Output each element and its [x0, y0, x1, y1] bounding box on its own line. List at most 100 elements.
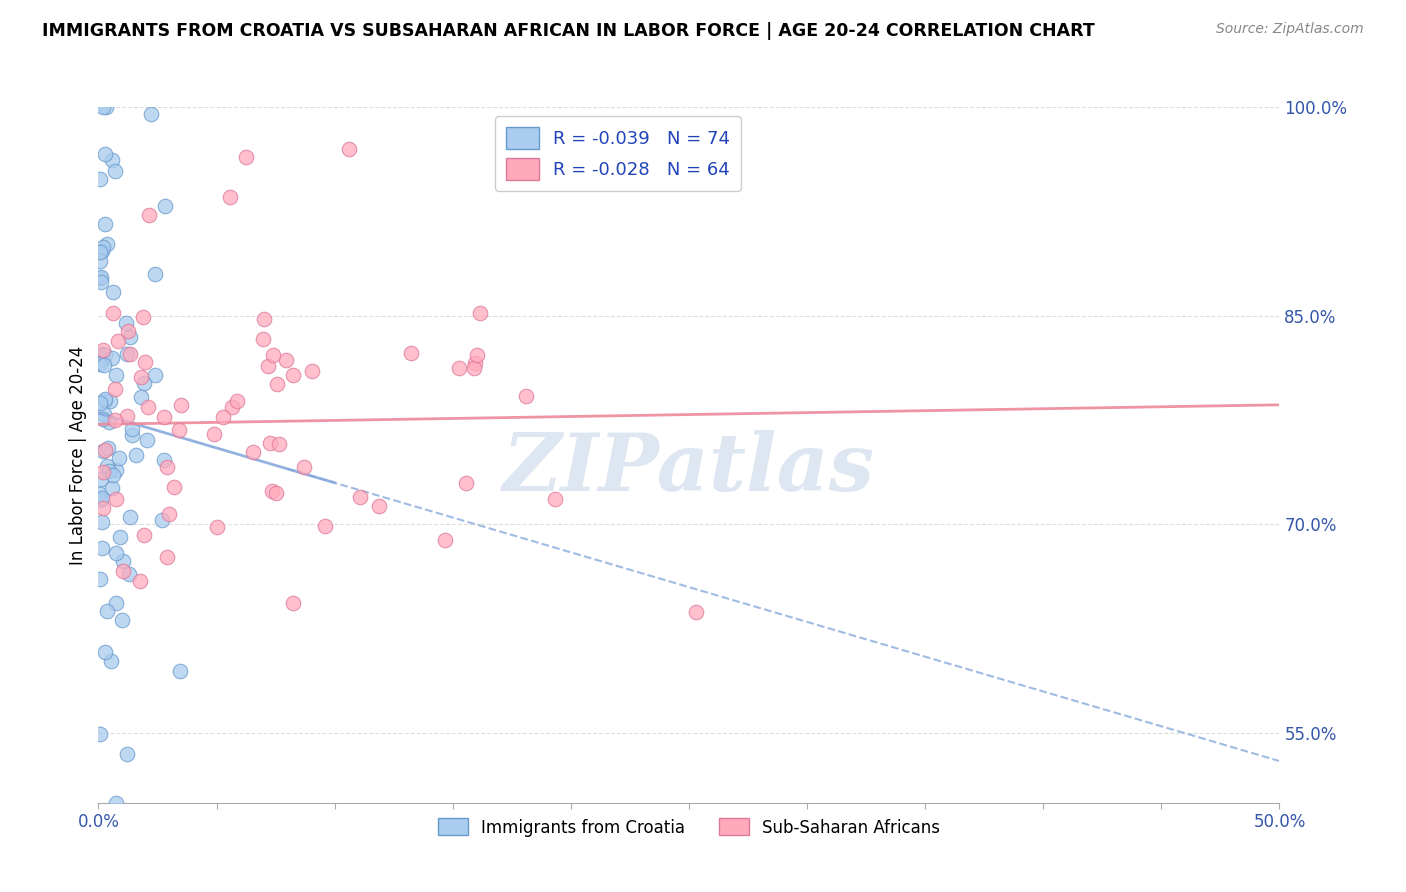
- Point: [89, 172, 111, 186]
- Point: [94, 644, 117, 658]
- Point: [104, 412, 127, 426]
- Point: [93, 407, 115, 421]
- Point: [117, 409, 139, 423]
- Point: [242, 445, 264, 459]
- Point: [104, 596, 127, 610]
- Point: [89, 357, 111, 371]
- Text: Source: ZipAtlas.com: Source: ZipAtlas.com: [1216, 22, 1364, 37]
- Point: [118, 567, 141, 582]
- Point: [91, 500, 114, 515]
- Point: [260, 484, 283, 499]
- Point: [93, 358, 115, 372]
- Point: [91, 100, 114, 114]
- Point: [136, 400, 159, 414]
- Point: [101, 153, 124, 168]
- Point: [138, 208, 160, 222]
- Point: [349, 490, 371, 504]
- Point: [368, 499, 391, 513]
- Point: [103, 382, 125, 396]
- Point: [169, 423, 191, 437]
- Point: [100, 654, 122, 668]
- Point: [685, 605, 707, 619]
- Legend: Immigrants from Croatia, Sub-Saharan Africans: Immigrants from Croatia, Sub-Saharan Afr…: [432, 812, 946, 843]
- Point: [101, 351, 124, 365]
- Point: [101, 481, 124, 495]
- Point: [219, 189, 242, 203]
- Point: [264, 485, 287, 500]
- Point: [112, 554, 135, 568]
- Point: [252, 332, 274, 346]
- Point: [101, 306, 124, 320]
- Point: [105, 796, 128, 810]
- Point: [156, 550, 179, 565]
- Point: [91, 444, 114, 458]
- Point: [434, 533, 457, 547]
- Point: [281, 368, 304, 382]
- Point: [107, 334, 129, 348]
- Point: [91, 491, 114, 505]
- Point: [153, 199, 176, 213]
- Point: [90, 269, 112, 284]
- Point: [94, 348, 117, 362]
- Point: [97, 441, 120, 455]
- Point: [96, 604, 118, 618]
- Point: [94, 442, 117, 457]
- Point: [266, 376, 288, 391]
- Point: [115, 347, 138, 361]
- Point: [134, 355, 156, 369]
- Point: [105, 492, 128, 507]
- Point: [91, 541, 114, 556]
- Point: [235, 150, 257, 164]
- Point: [143, 268, 166, 282]
- Point: [104, 164, 127, 178]
- Text: ZIPatlas: ZIPatlas: [503, 430, 875, 508]
- Point: [90, 472, 112, 486]
- Point: [129, 574, 152, 588]
- Point: [94, 146, 117, 161]
- Point: [108, 451, 131, 466]
- Point: [456, 475, 478, 490]
- Point: [91, 465, 114, 479]
- Point: [169, 665, 191, 679]
- Point: [98, 394, 121, 409]
- Point: [94, 392, 117, 406]
- Point: [150, 513, 173, 527]
- Point: [121, 422, 143, 436]
- Point: [89, 572, 111, 586]
- Point: [94, 100, 117, 114]
- Point: [468, 305, 491, 319]
- Point: [93, 217, 115, 231]
- Point: [91, 515, 114, 529]
- Point: [301, 363, 323, 377]
- Point: [89, 486, 111, 500]
- Point: [253, 312, 276, 326]
- Point: [120, 510, 142, 524]
- Point: [132, 310, 155, 325]
- Point: [98, 415, 121, 429]
- Point: [143, 368, 166, 382]
- Point: [465, 348, 488, 362]
- Point: [226, 393, 249, 408]
- Point: [159, 508, 181, 522]
- Point: [262, 348, 284, 362]
- Point: [105, 546, 128, 560]
- Point: [274, 353, 297, 368]
- Point: [108, 530, 131, 544]
- Point: [544, 492, 567, 507]
- Point: [125, 449, 148, 463]
- Text: IMMIGRANTS FROM CROATIA VS SUBSAHARAN AFRICAN IN LABOR FORCE | AGE 20-24 CORRELA: IMMIGRANTS FROM CROATIA VS SUBSAHARAN AF…: [42, 22, 1095, 40]
- Point: [91, 347, 114, 361]
- Point: [163, 479, 186, 493]
- Point: [337, 142, 360, 156]
- Point: [267, 437, 290, 451]
- Point: [281, 596, 304, 610]
- Point: [314, 518, 336, 533]
- Point: [134, 528, 156, 542]
- Point: [399, 346, 422, 360]
- Point: [141, 107, 163, 121]
- Point: [202, 426, 225, 441]
- Point: [129, 369, 152, 384]
- Point: [91, 343, 114, 358]
- Point: [170, 398, 193, 412]
- Point: [153, 452, 176, 467]
